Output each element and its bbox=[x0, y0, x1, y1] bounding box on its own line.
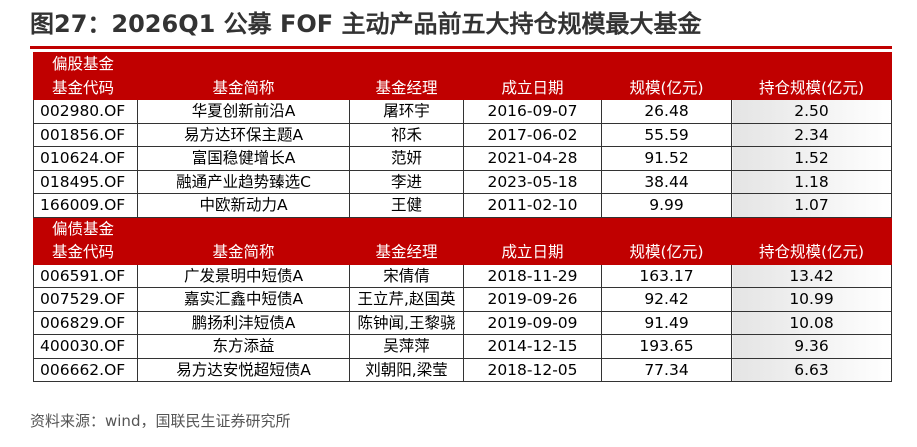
fund-manager-cell: 屠环宇 bbox=[349, 99, 464, 124]
fund-size-cell: 91.52 bbox=[601, 146, 732, 171]
fund-name-cell: 易方达环保主题A bbox=[137, 122, 350, 147]
holding-size-cell: 2.50 bbox=[730, 99, 893, 124]
holding-size-cell: 2.34 bbox=[730, 122, 893, 147]
fund-code-cell: 400030.OF bbox=[33, 334, 138, 359]
column-header-row: 基金代码 基金简称 基金经理 成立日期 规模(亿元) 持仓规模(亿元) bbox=[33, 75, 893, 100]
page-title: 图27：2026Q1 公募 FOF 主动产品前五大持仓规模最大基金 bbox=[30, 10, 702, 38]
holding-size-cell: 9.36 bbox=[730, 334, 893, 359]
fund-code-cell: 018495.OF bbox=[33, 169, 138, 194]
fund-manager-cell: 刘朝阳,梁莹 bbox=[349, 357, 464, 382]
holding-size-cell: 1.07 bbox=[730, 193, 893, 218]
fund-name-cell: 东方添益 bbox=[137, 334, 350, 359]
fund-manager-cell: 王健 bbox=[349, 193, 464, 218]
fund-size-cell: 26.48 bbox=[601, 99, 732, 124]
table-row: 166009.OF 中欧新动力A 王健 2011-02-10 9.99 1.07 bbox=[33, 193, 893, 218]
table-row: 010624.OF 富国稳健增长A 范妍 2021-04-28 91.52 1.52 bbox=[33, 146, 893, 171]
column-header-fund-size: 规模(亿元) bbox=[601, 75, 732, 100]
column-header-fund-name: 基金简称 bbox=[137, 75, 350, 100]
inception-date-cell: 2019-09-09 bbox=[463, 310, 602, 335]
fund-name-cell: 富国稳健增长A bbox=[137, 146, 350, 171]
column-header-fund-code: 基金代码 bbox=[33, 75, 138, 100]
fund-size-cell: 91.49 bbox=[601, 310, 732, 335]
fund-size-cell: 38.44 bbox=[601, 169, 732, 194]
inception-date-cell: 2011-02-10 bbox=[463, 193, 602, 218]
inception-date-cell: 2014-12-15 bbox=[463, 334, 602, 359]
holding-size-cell: 1.52 bbox=[730, 146, 893, 171]
fund-name-cell: 嘉实汇鑫中短债A bbox=[137, 287, 350, 312]
inception-date-cell: 2023-05-18 bbox=[463, 169, 602, 194]
section-label: 偏债基金 bbox=[32, 216, 893, 241]
fund-code-cell: 166009.OF bbox=[33, 193, 138, 218]
fund-manager-cell: 祁禾 bbox=[349, 122, 464, 147]
table-row: 007529.OF 嘉实汇鑫中短债A 王立芹,赵国英 2019-09-26 92.42 1… bbox=[33, 287, 893, 312]
fund-manager-cell: 王立芹,赵国英 bbox=[349, 287, 464, 312]
table-row: 400030.OF 东方添益 吴萍萍 2014-12-15 193.65 9.36 bbox=[33, 334, 893, 359]
inception-date-cell: 2018-12-05 bbox=[463, 357, 602, 382]
fund-size-cell: 92.42 bbox=[601, 287, 732, 312]
section-header-row: 偏债基金 bbox=[32, 216, 893, 241]
fund-manager-cell: 宋倩倩 bbox=[349, 263, 464, 288]
column-header-fund-manager: 基金经理 bbox=[349, 240, 464, 265]
column-header-inception-date: 成立日期 bbox=[463, 75, 602, 100]
holding-size-cell: 6.63 bbox=[730, 357, 893, 382]
column-header-row: 基金代码 基金简称 基金经理 成立日期 规模(亿元) 持仓规模(亿元) bbox=[33, 240, 893, 265]
table-row: 001856.OF 易方达环保主题A 祁禾 2017-06-02 55.59 2.34 bbox=[33, 122, 893, 147]
column-header-holding-size: 持仓规模(亿元) bbox=[730, 75, 893, 100]
column-header-fund-manager: 基金经理 bbox=[349, 75, 464, 100]
fund-size-cell: 163.17 bbox=[601, 263, 732, 288]
fund-code-cell: 006591.OF bbox=[33, 263, 138, 288]
table-row: 006591.OF 广发景明中短债A 宋倩倩 2018-11-29 163.17 13.4… bbox=[33, 263, 893, 288]
fund-manager-cell: 范妍 bbox=[349, 146, 464, 171]
column-header-fund-code: 基金代码 bbox=[33, 240, 138, 265]
fund-code-cell: 007529.OF bbox=[33, 287, 138, 312]
table-row: 002980.OF 华夏创新前沿A 屠环宇 2016-09-07 26.48 2.50 bbox=[33, 99, 893, 124]
fund-code-cell: 001856.OF bbox=[33, 122, 138, 147]
inception-date-cell: 2016-09-07 bbox=[463, 99, 602, 124]
fof-holdings-table: 偏股基金 基金代码 基金简称 基金经理 成立日期 规模(亿元) 持仓规模(亿元) 002980… bbox=[32, 52, 893, 382]
holding-size-cell: 10.99 bbox=[730, 287, 893, 312]
fund-code-cell: 006829.OF bbox=[33, 310, 138, 335]
table-row: 006662.OF 易方达安悦超短债A 刘朝阳,梁莹 2018-12-05 77.34 6… bbox=[33, 357, 893, 382]
fund-size-cell: 77.34 bbox=[601, 357, 732, 382]
holding-size-cell: 13.42 bbox=[730, 263, 893, 288]
inception-date-cell: 2021-04-28 bbox=[463, 146, 602, 171]
fund-name-cell: 易方达安悦超短债A bbox=[137, 357, 350, 382]
holding-size-cell: 1.18 bbox=[730, 169, 893, 194]
fund-size-cell: 9.99 bbox=[601, 193, 732, 218]
fund-name-cell: 广发景明中短债A bbox=[137, 263, 350, 288]
column-header-fund-size: 规模(亿元) bbox=[601, 240, 732, 265]
fund-manager-cell: 陈钟闻,王黎骁 bbox=[349, 310, 464, 335]
fund-name-cell: 鹏扬利沣短债A bbox=[137, 310, 350, 335]
title-divider bbox=[30, 46, 892, 49]
source-note: 资料来源：wind，国联民生证券研究所 bbox=[30, 412, 291, 430]
inception-date-cell: 2018-11-29 bbox=[463, 263, 602, 288]
table-body: 偏股基金 基金代码 基金简称 基金经理 成立日期 规模(亿元) 持仓规模(亿元) 002980… bbox=[32, 52, 893, 382]
fund-size-cell: 193.65 bbox=[601, 334, 732, 359]
table-row: 006829.OF 鹏扬利沣短债A 陈钟闻,王黎骁 2019-09-09 91.49 10… bbox=[33, 310, 893, 335]
column-header-holding-size: 持仓规模(亿元) bbox=[730, 240, 893, 265]
fund-manager-cell: 吴萍萍 bbox=[349, 334, 464, 359]
fund-code-cell: 010624.OF bbox=[33, 146, 138, 171]
table-row: 018495.OF 融通产业趋势臻选C 李进 2023-05-18 38.44 1.18 bbox=[33, 169, 893, 194]
fund-name-cell: 中欧新动力A bbox=[137, 193, 350, 218]
fund-manager-cell: 李进 bbox=[349, 169, 464, 194]
fund-size-cell: 55.59 bbox=[601, 122, 732, 147]
fund-name-cell: 融通产业趋势臻选C bbox=[137, 169, 350, 194]
inception-date-cell: 2017-06-02 bbox=[463, 122, 602, 147]
holding-size-cell: 10.08 bbox=[730, 310, 893, 335]
fund-code-cell: 006662.OF bbox=[33, 357, 138, 382]
section-label: 偏股基金 bbox=[32, 52, 893, 77]
fund-name-cell: 华夏创新前沿A bbox=[137, 99, 350, 124]
section-header-row: 偏股基金 bbox=[32, 52, 893, 77]
column-header-fund-name: 基金简称 bbox=[137, 240, 350, 265]
inception-date-cell: 2019-09-26 bbox=[463, 287, 602, 312]
fund-code-cell: 002980.OF bbox=[33, 99, 138, 124]
column-header-inception-date: 成立日期 bbox=[463, 240, 602, 265]
